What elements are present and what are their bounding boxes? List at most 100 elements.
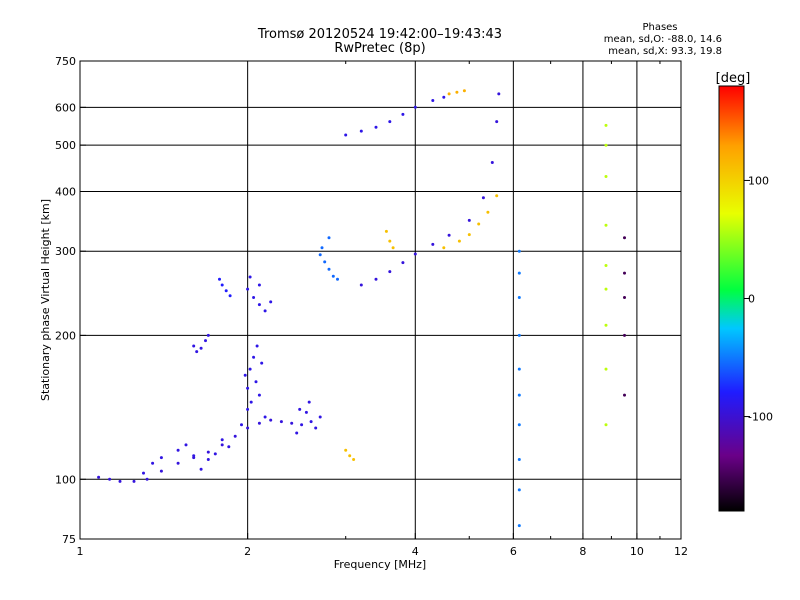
data-point xyxy=(623,296,626,299)
data-point xyxy=(257,283,261,287)
data-point xyxy=(388,120,392,124)
series-11 xyxy=(447,89,466,96)
data-point xyxy=(517,271,521,275)
series-13 xyxy=(344,448,356,461)
data-point xyxy=(391,246,395,250)
data-point xyxy=(314,426,318,430)
colorbar-tick-label: -100 xyxy=(748,411,773,424)
y-tick-label: 300 xyxy=(55,245,76,258)
data-point xyxy=(497,92,501,96)
data-point xyxy=(269,418,273,422)
data-point xyxy=(467,218,471,222)
data-point xyxy=(517,333,521,337)
x-tick-label: 6 xyxy=(510,545,517,558)
data-point xyxy=(257,421,261,425)
data-point xyxy=(623,393,626,397)
data-point xyxy=(199,467,203,471)
data-point xyxy=(348,454,352,458)
data-point xyxy=(254,380,258,384)
data-point xyxy=(246,407,250,411)
y-tick-label: 200 xyxy=(55,329,76,342)
data-point xyxy=(344,133,348,137)
phases-x-mode: mean, sd,X: 93.3, 19.8 xyxy=(608,46,722,57)
data-point xyxy=(309,420,313,424)
data-point xyxy=(260,361,264,365)
data-point xyxy=(623,271,626,275)
data-point xyxy=(142,471,145,475)
data-point xyxy=(318,415,322,419)
data-point xyxy=(467,233,471,237)
data-point xyxy=(604,367,608,371)
data-point xyxy=(132,479,136,483)
series-3 xyxy=(295,400,322,435)
data-point xyxy=(604,223,608,227)
data-point xyxy=(604,423,608,427)
phases-header: Phases xyxy=(642,22,678,33)
data-point xyxy=(233,434,237,438)
y-tick-label: 75 xyxy=(62,533,76,546)
data-point xyxy=(224,289,228,293)
x-tick-label: 12 xyxy=(674,545,688,558)
series-14 xyxy=(517,249,521,528)
data-point xyxy=(442,246,446,250)
data-point xyxy=(490,161,494,164)
data-point xyxy=(327,267,331,271)
data-point xyxy=(257,393,261,397)
data-point xyxy=(213,452,217,456)
x-axis-ticks: 1 2 4 6 8 10 12 xyxy=(77,61,688,558)
data-point xyxy=(604,264,608,267)
data-point xyxy=(159,456,163,460)
data-point xyxy=(252,296,256,299)
data-point xyxy=(159,469,163,473)
data-point xyxy=(220,443,224,447)
data-point xyxy=(176,448,180,452)
data-point xyxy=(145,477,149,481)
data-point xyxy=(431,242,435,246)
data-point xyxy=(604,287,608,291)
data-point xyxy=(300,423,304,427)
data-point xyxy=(246,386,250,390)
series-12 xyxy=(384,229,395,250)
series-10 xyxy=(344,95,446,137)
colorbar-label: [deg] xyxy=(716,71,751,86)
data-point xyxy=(206,458,210,461)
data-point xyxy=(218,277,221,281)
data-point xyxy=(227,445,231,449)
data-point xyxy=(481,196,485,200)
data-point xyxy=(97,475,101,479)
data-point xyxy=(249,400,253,404)
x-axis-label: Frequency [MHz] xyxy=(334,558,426,571)
data-point xyxy=(401,261,405,265)
data-point xyxy=(388,270,392,274)
data-point xyxy=(320,246,324,250)
data-point xyxy=(290,421,294,425)
data-point xyxy=(517,488,521,492)
y-tick-label: 600 xyxy=(55,101,76,114)
data-point xyxy=(401,112,405,116)
data-point xyxy=(604,323,608,327)
data-point xyxy=(248,367,252,371)
data-point xyxy=(455,90,459,94)
y-axis-label: Stationary phase Virtual Height [km] xyxy=(39,199,52,401)
series-0 xyxy=(97,418,294,483)
data-point xyxy=(318,253,322,257)
data-point xyxy=(307,400,311,404)
data-point xyxy=(228,294,232,298)
data-point xyxy=(486,210,490,214)
x-tick-label: 8 xyxy=(579,545,586,558)
series-4 xyxy=(192,333,210,354)
data-point xyxy=(263,415,267,419)
data-point xyxy=(477,222,481,226)
data-point xyxy=(517,458,521,461)
data-point xyxy=(252,355,256,359)
colorbar-ticks: 100 0 -100 xyxy=(744,174,773,424)
colorbar-tick-label: 100 xyxy=(748,174,769,187)
data-point xyxy=(447,92,451,96)
data-point xyxy=(604,143,608,147)
data-point xyxy=(304,410,308,414)
data-point xyxy=(623,333,626,337)
data-point xyxy=(263,309,267,313)
x-tick-label: 4 xyxy=(412,545,419,558)
data-point xyxy=(279,420,283,424)
series-15 xyxy=(604,123,608,427)
